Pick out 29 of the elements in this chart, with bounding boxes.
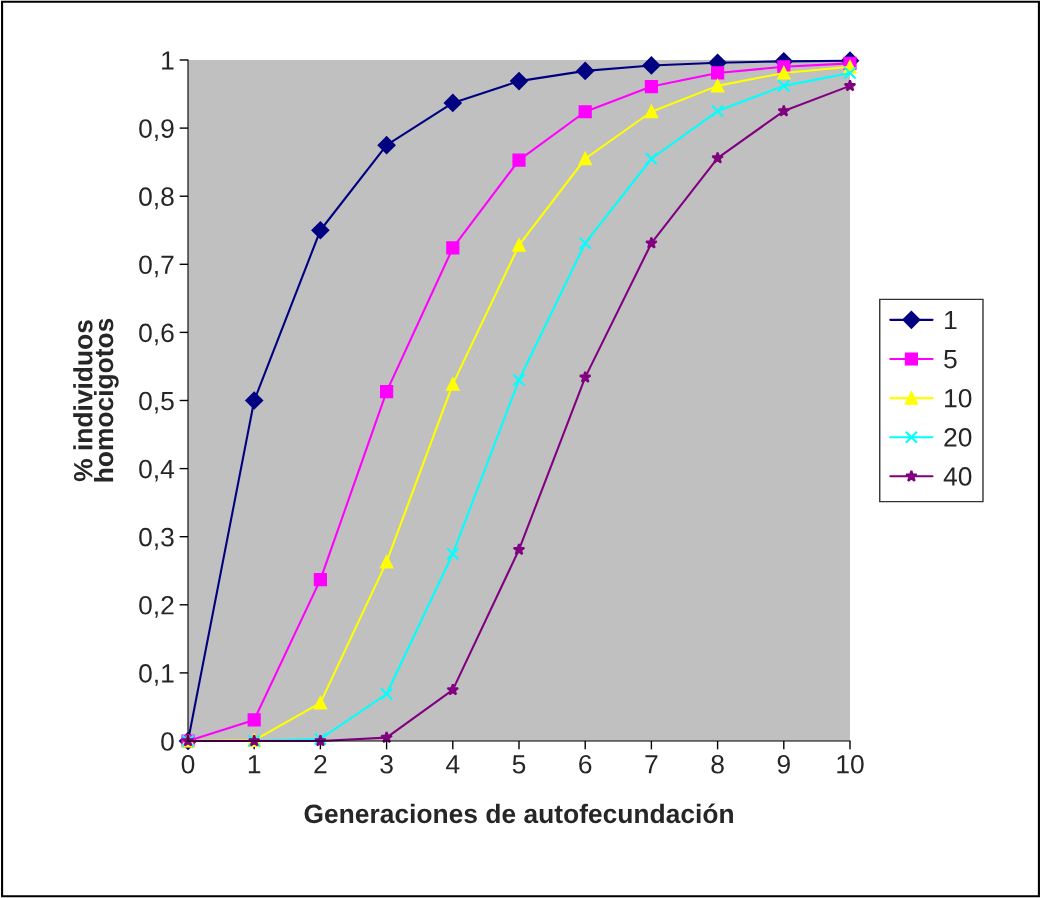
x-tick-label: 8 [711,754,724,774]
legend-label: 40 [943,467,972,486]
x-tick-label: 9 [777,754,790,774]
x-tick-label: 6 [579,754,592,774]
y-tick-label: 0,2 [139,595,174,618]
y-tick-label: 0,9 [139,119,174,142]
y-tick-label: 0,3 [139,527,174,550]
x-axis-title: Generaciones de autofecundación [304,803,733,824]
legend-label: 20 [944,428,972,447]
x-tick-label: 1 [248,755,261,774]
legend-label: 10 [945,388,972,408]
x-tick-label: 7 [645,755,658,774]
y-tick-label: 0,7 [139,255,174,278]
y-axis-title: % individuos homocigotos [73,318,119,482]
y-tick-label: 0,8 [139,187,174,210]
x-tick-label: 3 [380,754,393,774]
x-tick-label: 4 [446,755,460,774]
legend-label: 1 [945,310,957,330]
y-tick-label: 0 [161,732,174,751]
x-tick-label: 10 [837,754,864,774]
x-tick-label: 5 [512,755,526,774]
legend-label: 5 [944,350,957,369]
x-tick-label: 2 [314,754,327,774]
y-tick-label: 1 [162,51,174,70]
y-tick-label: 0,4 [139,459,175,482]
x-tick-label: 0 [181,754,195,774]
y-tick-label: 0,1 [139,664,174,686]
y-tick-label: 0,5 [139,391,174,414]
y-tick-label: 0,6 [139,323,174,346]
